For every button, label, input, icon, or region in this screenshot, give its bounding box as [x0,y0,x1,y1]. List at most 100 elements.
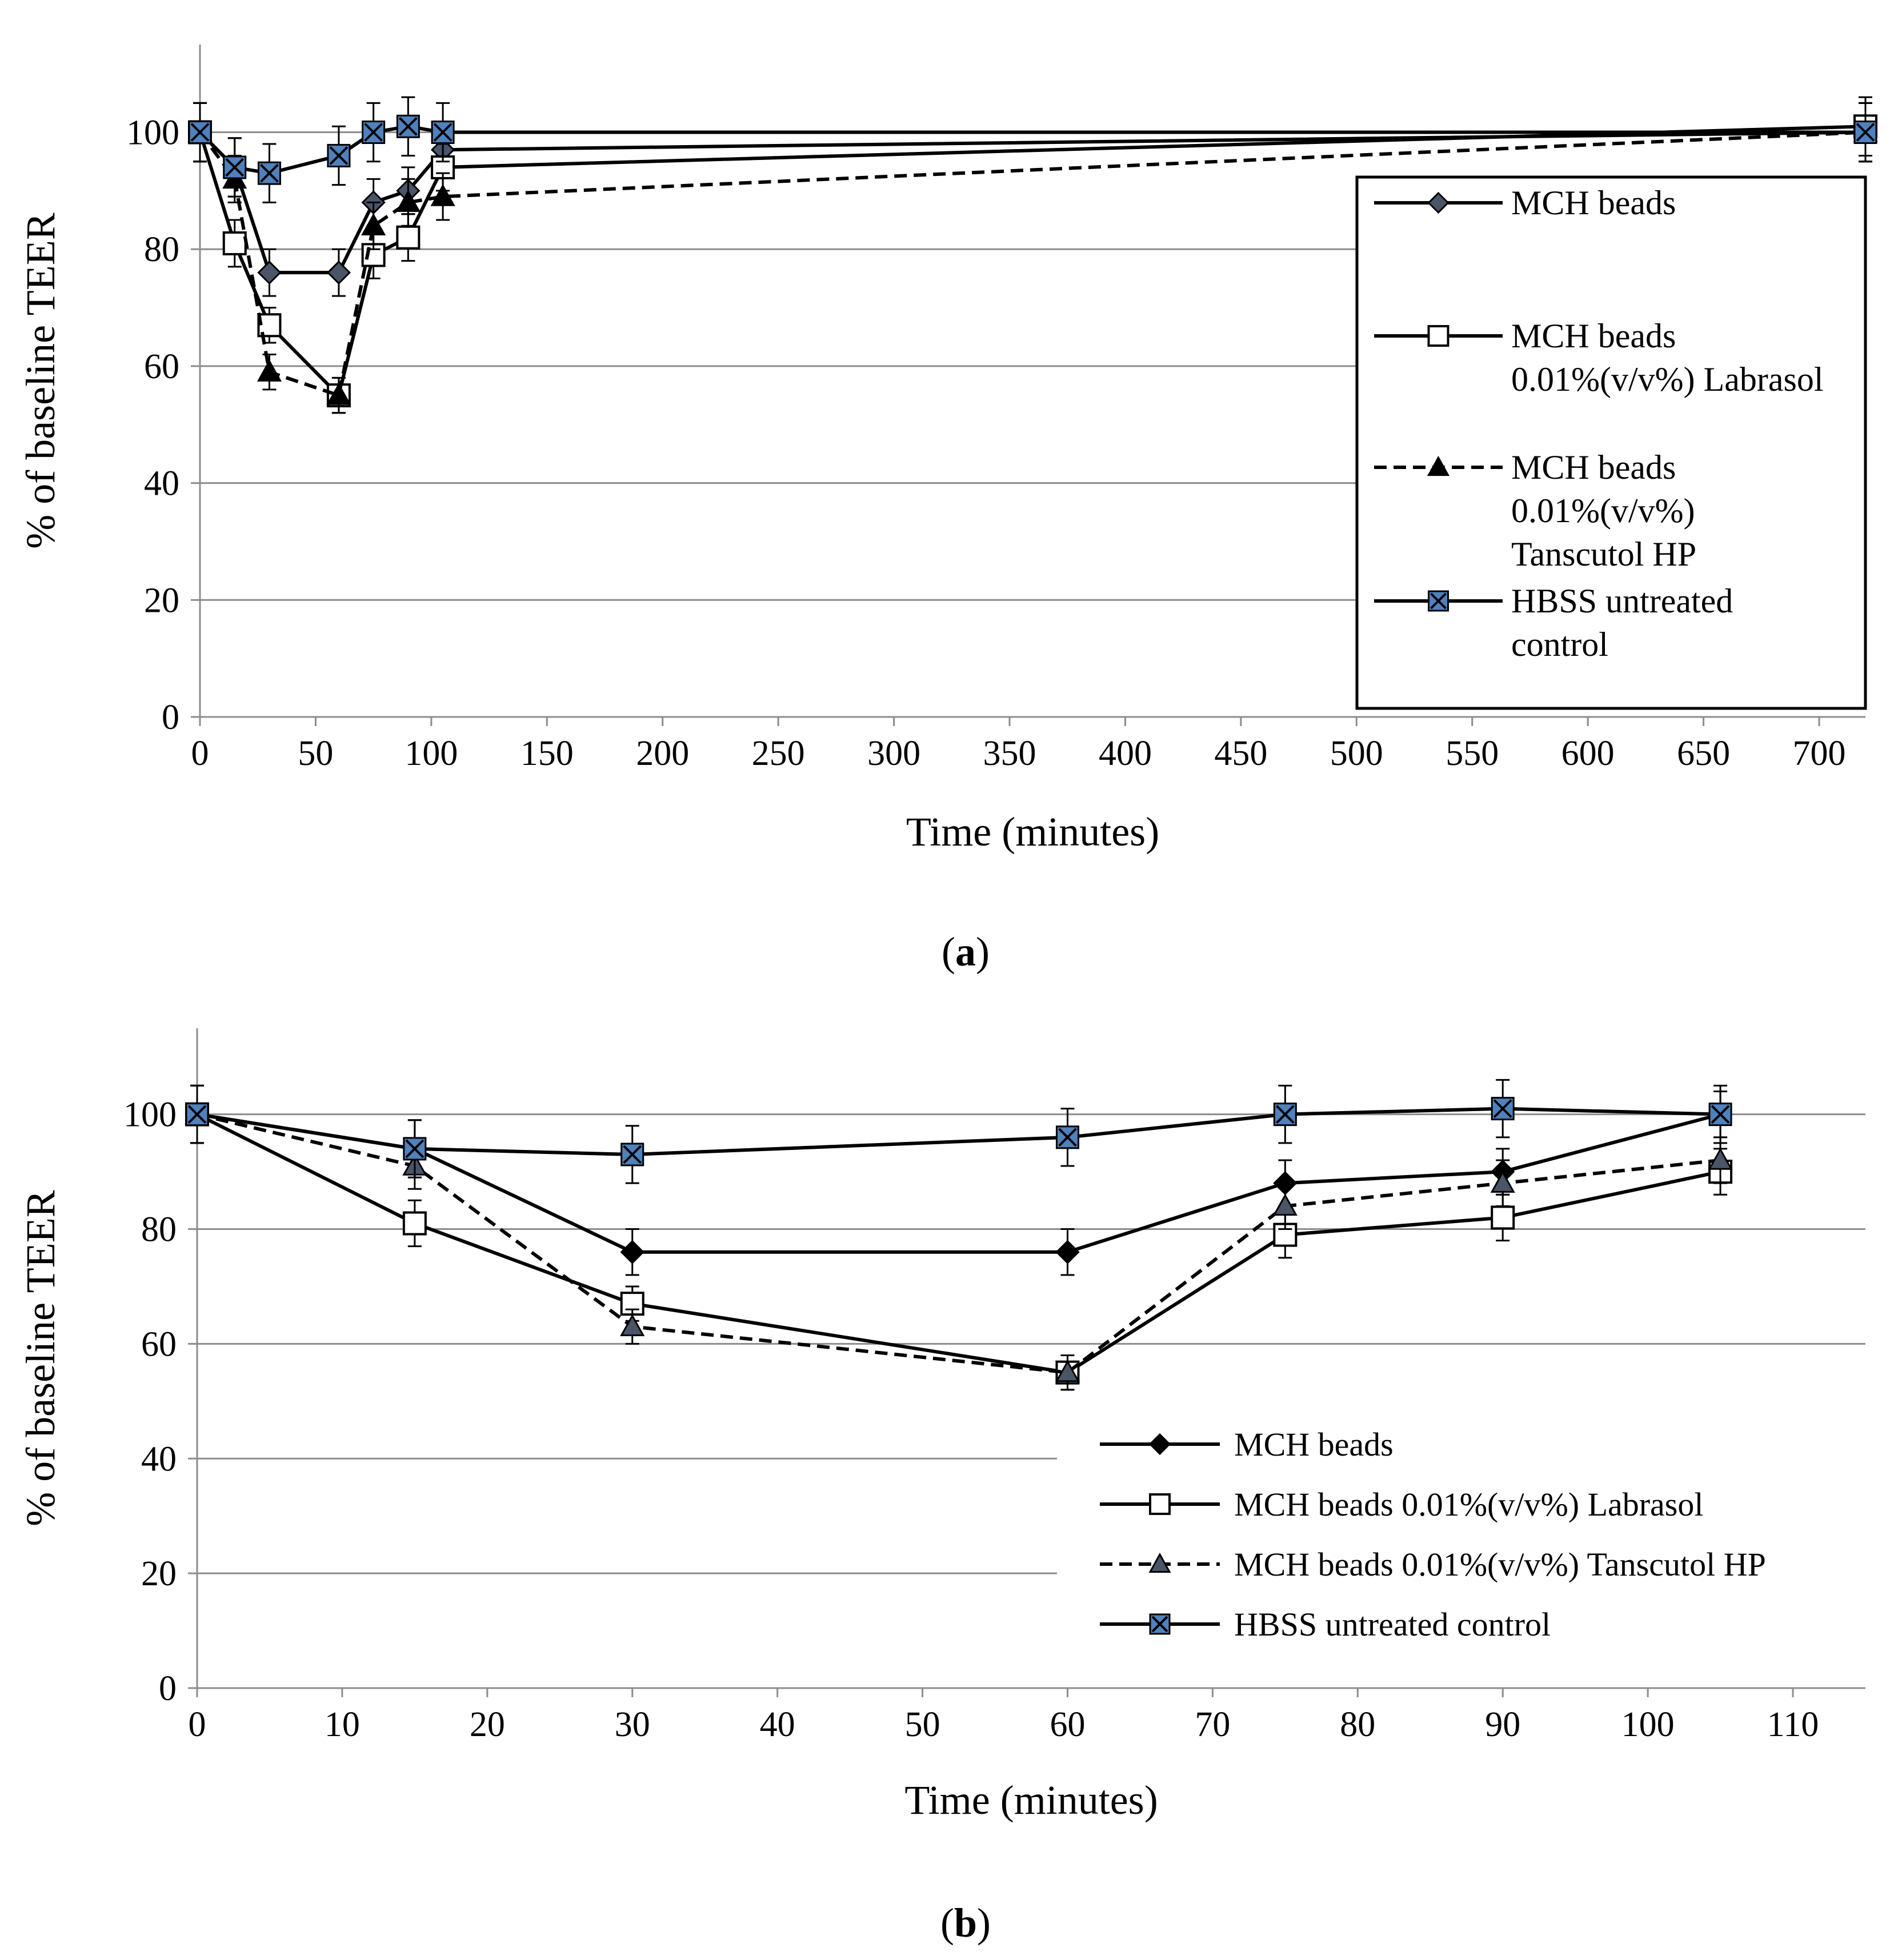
y-tick-label-0: 0 [159,1669,177,1708]
y-axis-title: % of baseline TEER [18,1190,63,1526]
y-tick-label-100: 100 [123,1096,177,1135]
legend: MCH beads MCH beads 0.01%(v/v%) Labrasol M… [1060,1402,1863,1648]
series-3-point-0-cross [187,1105,207,1124]
legend-marker-3-cross [1151,1616,1168,1633]
series-3-point-0 [185,1103,209,1127]
x-tick-label-60: 60 [1050,1705,1085,1744]
series-3-point-1 [403,1137,427,1161]
series-0-point-2 [620,1240,644,1264]
x-tick-label-300: 300 [867,734,920,773]
series-2-point-4 [1272,1193,1298,1216]
x-tick-label-200: 200 [636,734,689,773]
legend-box [1355,175,1867,710]
x-tick-label-50: 50 [905,1705,940,1744]
x-tick-label-650: 650 [1677,734,1730,773]
series-2-point-4 [361,213,386,235]
panel-caption-letter: b [954,1900,977,1946]
x-tick-label-450: 450 [1214,734,1267,773]
series-3-point-2 [620,1143,644,1167]
x-axis-title: Time (minutes) [904,1777,1158,1823]
legend-label-3-line-0: HBSS untreated control [1234,1606,1551,1643]
x-tick-label-600: 600 [1561,734,1615,773]
legend-label-3-line-1: control [1511,626,1608,663]
y-axis-title: % of baseline TEER [18,213,63,549]
series-0-point-2 [257,260,282,285]
x-tick-label-250: 250 [752,734,805,773]
panel-caption-close: ) [976,929,990,975]
series-0-point-3 [1055,1240,1080,1264]
series-3-point-1 [223,155,247,179]
series-3-point-3-cross [1058,1128,1077,1147]
y-tick-label-80: 80 [144,230,179,269]
series-1-point-5 [396,225,421,250]
series-3-point-4-cross [364,123,383,142]
x-tick-label-110: 110 [1767,1705,1819,1744]
series-2-point-6 [430,184,455,206]
series-3-point-4 [362,121,386,145]
panel-caption-open: ( [942,929,955,975]
panel-caption-letter: a [955,929,976,975]
x-tick-label-400: 400 [1099,734,1152,773]
series-3-point-7 [1853,121,1877,145]
series-3-xsquare [185,1079,1732,1184]
legend-label-1-line-0: MCH beads [1511,317,1676,355]
x-tick-label-70: 70 [1195,1705,1230,1744]
legend-marker-0 [1148,1433,1171,1456]
series-3-point-7-cross [1856,123,1875,142]
series-3-point-4 [1273,1103,1297,1127]
y-tick-label-80: 80 [141,1211,177,1249]
series-3-point-3-cross [329,146,349,165]
series-3-point-5 [396,114,420,138]
series-3-point-2-cross [623,1145,642,1164]
series-3-point-5-cross [398,117,418,136]
series-0-point-3 [326,260,351,285]
series-2-point-5 [395,190,421,213]
legend-label-2-line-0: MCH beads [1511,448,1676,486]
y-tick-label-60: 60 [144,347,179,386]
y-tick-label-40: 40 [144,464,179,503]
x-tick-label-150: 150 [520,734,574,773]
series-3-point-5 [1491,1097,1515,1121]
series-2-point-5 [1490,1171,1515,1193]
y-tick-label-0: 0 [162,698,179,737]
y-tick-label-20: 20 [141,1554,177,1593]
x-tick-label-550: 550 [1445,734,1499,773]
series-3-point-2-cross [260,163,279,183]
legend-label-1-line-1: 0.01%(v/v%) Labrasol [1511,360,1824,398]
series-3-point-3 [1055,1125,1079,1149]
y-tick-label-40: 40 [141,1440,177,1478]
x-tick-label-20: 20 [470,1705,505,1744]
x-tick-label-700: 700 [1793,734,1846,773]
x-tick-label-50: 50 [298,734,333,773]
series-1-point-1 [402,1211,427,1236]
x-axis-title: Time (minutes) [906,809,1159,855]
series-3-xsquare [188,96,1877,203]
panel-a-chart: 0 20 40 60 80 100 0 50 100 150 200 250 300 350 400 450 5… [18,45,1878,975]
x-tick-label-0: 0 [189,1705,206,1744]
legend-marker-3 [1428,590,1449,612]
series-3-point-6 [1708,1103,1732,1127]
legend-label-0-line-0: MCH beads [1511,184,1676,222]
series-2-point-3 [1055,1360,1080,1382]
legend-label-0-line-0: MCH beads [1234,1426,1394,1463]
legend-label-3-line-0: HBSS untreated [1511,582,1733,620]
legend-marker-3 [1149,1613,1171,1635]
legend-marker-1 [1427,325,1449,347]
series-1-point-1 [222,231,247,255]
legend-marker-3-cross [1430,592,1447,610]
series-2-point-6 [1708,1147,1733,1170]
x-tick-label-80: 80 [1340,1705,1375,1744]
legend-label-2-line-1: 0.01%(v/v%) [1511,492,1695,530]
x-tick-label-100: 100 [1621,1705,1675,1744]
panel-b-chart: 0 20 40 60 80 100 0 10 20 30 40 50 60 70 80 90 100 110 Tim… [18,1028,1865,1946]
x-tick-label-0: 0 [191,734,209,773]
series-3-point-6 [431,121,455,145]
series-3-point-5-cross [1493,1099,1512,1119]
series-3-point-2 [257,161,281,185]
panel-caption: (b) [940,1900,991,1946]
y-tick-label-60: 60 [141,1325,177,1364]
x-tick-label-350: 350 [983,734,1036,773]
legend-label-2-line-2: Tanscutol HP [1511,535,1696,573]
series-3-point-6-cross [1711,1105,1730,1124]
